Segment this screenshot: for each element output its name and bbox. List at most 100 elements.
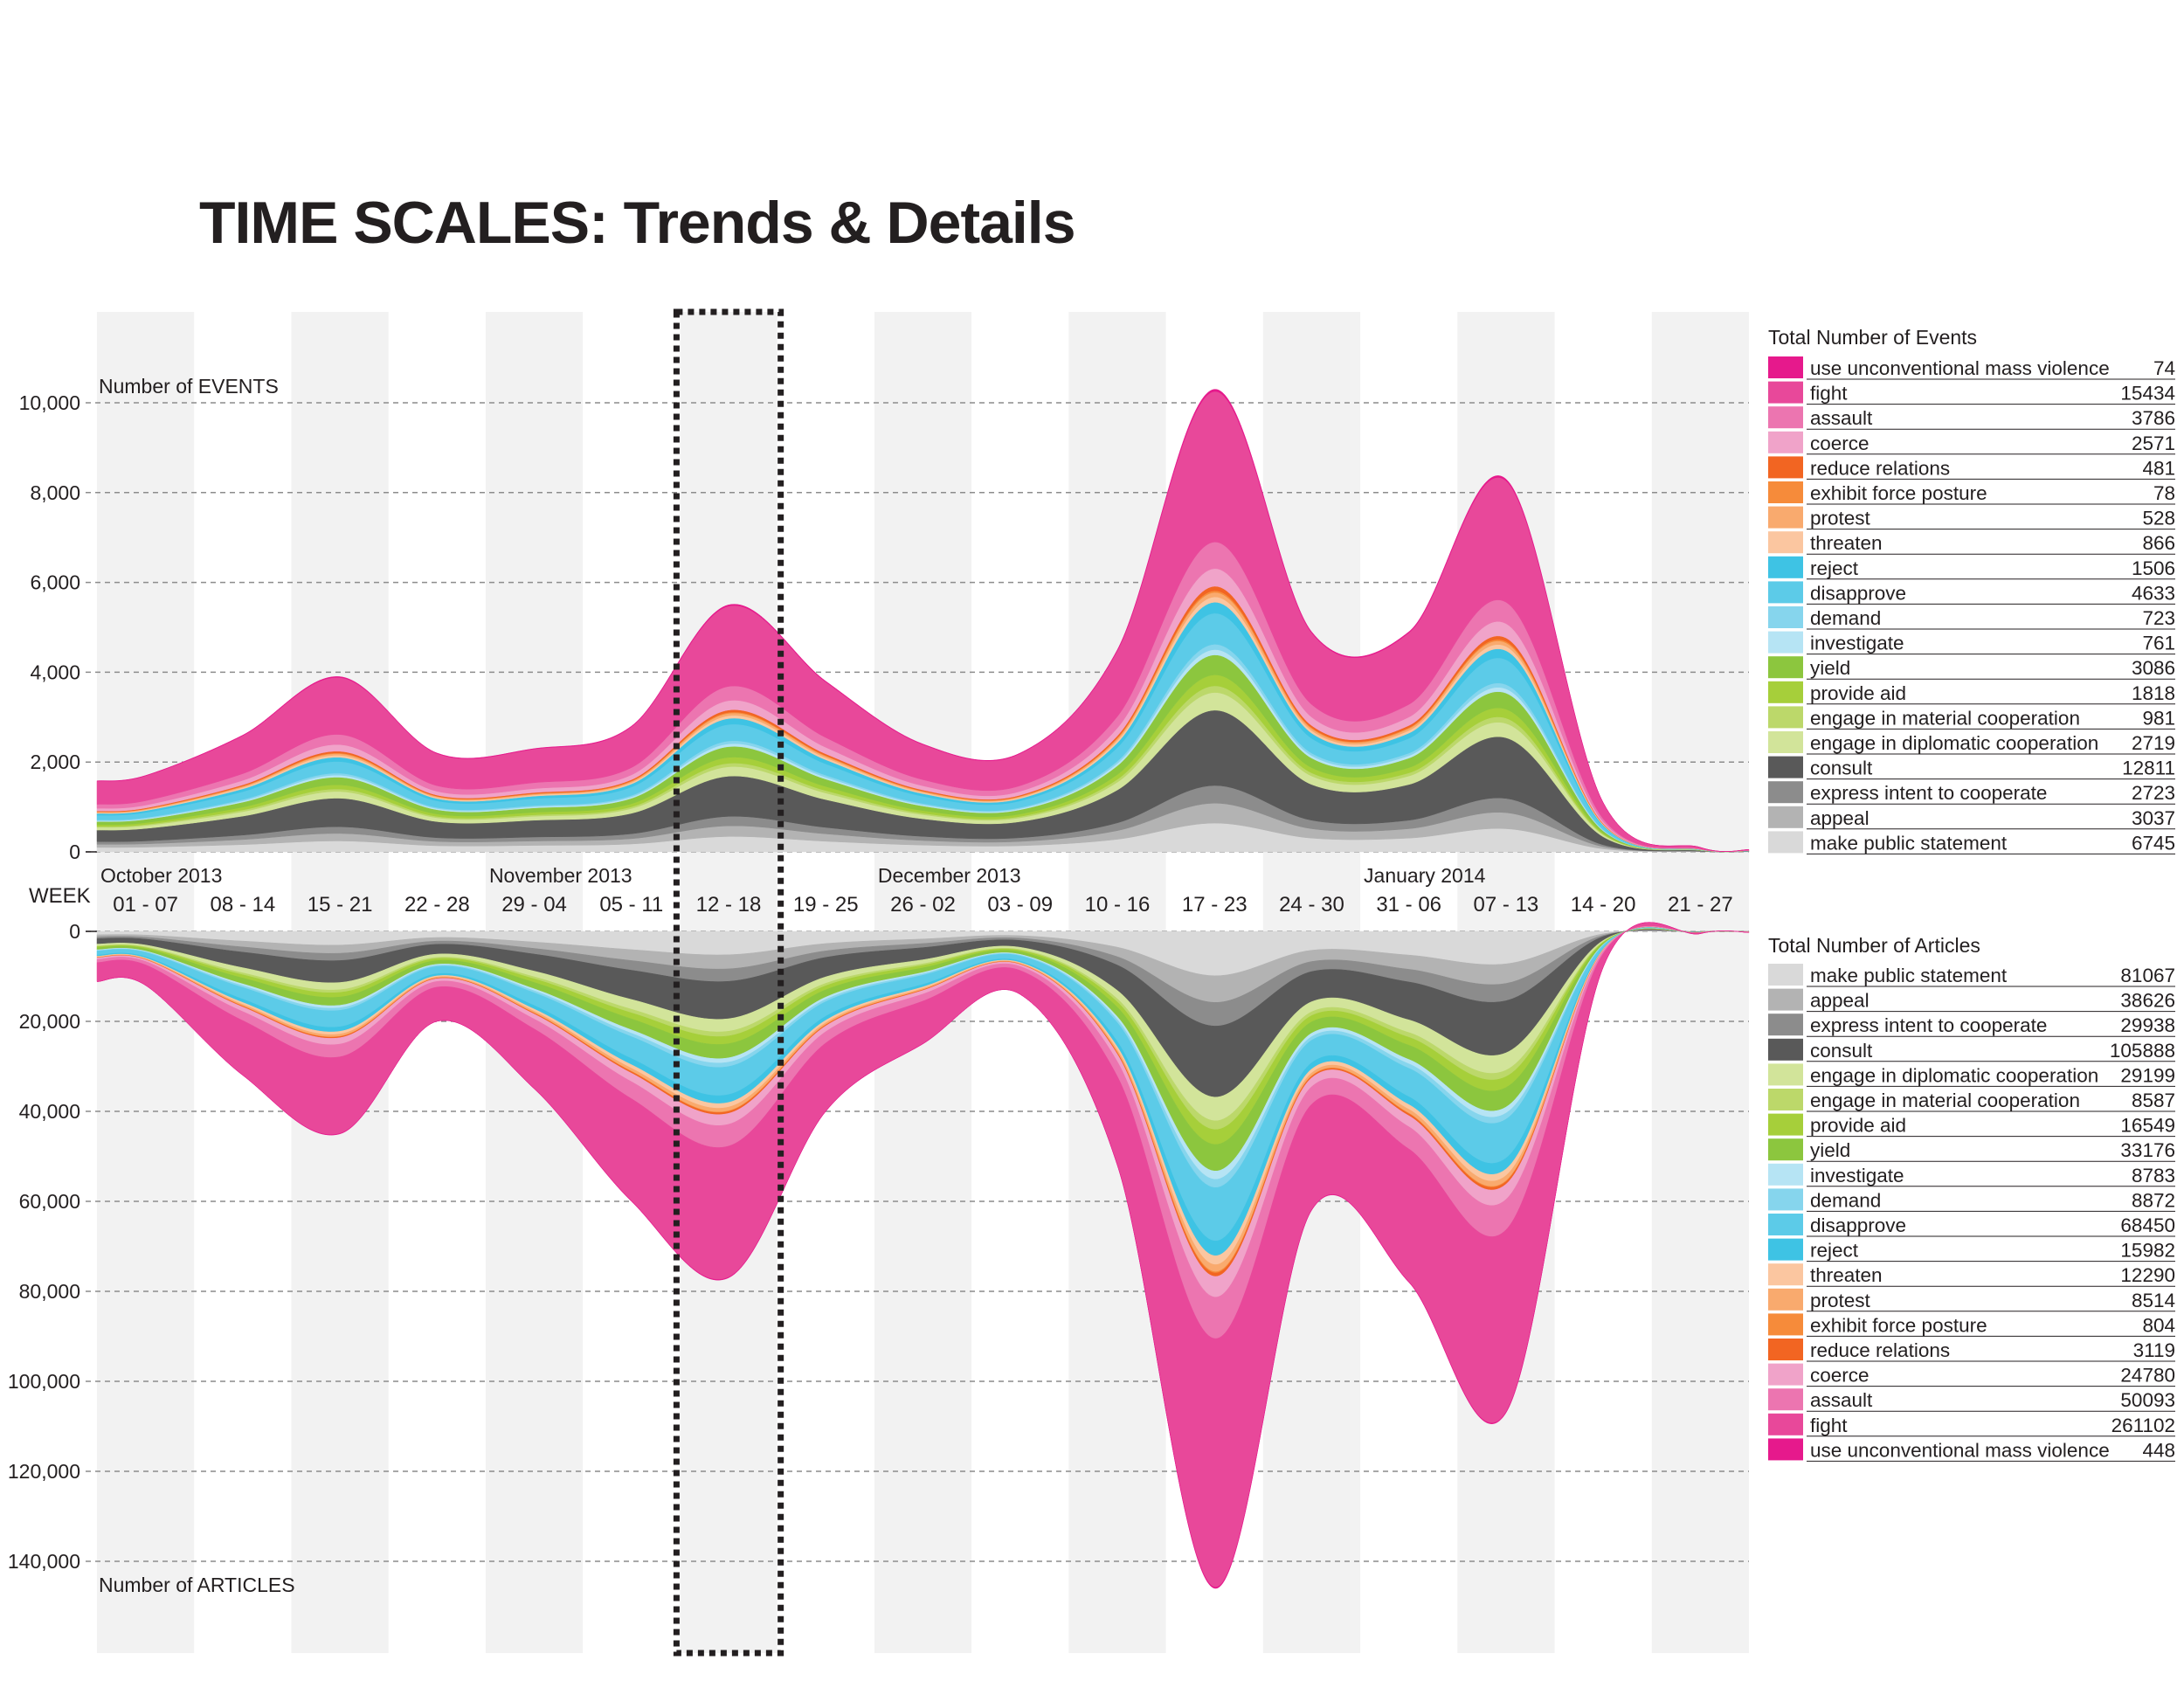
events-legend-row[interactable]: engage in material cooperation 981 bbox=[1768, 706, 2175, 730]
articles-legend-swatch bbox=[1768, 1288, 1803, 1311]
articles-legend-row[interactable]: fight 261102 bbox=[1768, 1413, 2175, 1437]
events-layer-use-unconventional-mass-violence[interactable] bbox=[96, 389, 1750, 852]
axis-labels: Number of EVENTS Number of ARTICLES WEEK… bbox=[29, 375, 1733, 1596]
legend-articles-title: Total Number of Articles bbox=[1768, 934, 1980, 957]
articles-legend-value: 29199 bbox=[2120, 1064, 2175, 1086]
events-legend-name: appeal bbox=[1810, 807, 1870, 829]
articles-legend-value: 24780 bbox=[2120, 1365, 2175, 1387]
events-legend-row[interactable]: coerce 2571 bbox=[1768, 431, 2175, 455]
articles-legend-swatch bbox=[1768, 1089, 1803, 1110]
events-legend-value: 78 bbox=[2153, 482, 2175, 504]
week-label: 01 - 07 bbox=[113, 893, 178, 917]
articles-legend-name: assault bbox=[1810, 1389, 1873, 1411]
articles-legend-swatch bbox=[1768, 1363, 1803, 1386]
events-legend-row[interactable]: fight 15434 bbox=[1768, 381, 2175, 405]
events-legend-name: make public statement bbox=[1810, 832, 2008, 854]
events-legend-row[interactable]: appeal 3037 bbox=[1768, 806, 2175, 830]
events-legend-value: 1506 bbox=[2132, 557, 2175, 579]
events-legend-row[interactable]: exhibit force posture 78 bbox=[1768, 481, 2175, 505]
articles-legend-name: engage in material cooperation bbox=[1810, 1090, 2080, 1111]
articles-legend-swatch bbox=[1768, 1214, 1803, 1235]
events-streamgraph bbox=[96, 389, 1750, 853]
articles-legend-swatch bbox=[1768, 1163, 1803, 1186]
events-legend-row[interactable]: yield 3086 bbox=[1768, 656, 2175, 680]
week-label: 15 - 21 bbox=[308, 893, 373, 917]
events-legend-swatch bbox=[1768, 731, 1803, 753]
week-label: 22 - 28 bbox=[404, 893, 470, 917]
articles-legend-row[interactable]: engage in material cooperation 8587 bbox=[1768, 1089, 2175, 1112]
month-label: December 2013 bbox=[878, 864, 1021, 887]
articles-legend-name: provide aid bbox=[1810, 1115, 1906, 1137]
articles-legend-row[interactable]: yield 33176 bbox=[1768, 1138, 2175, 1162]
events-legend-value: 3786 bbox=[2132, 407, 2175, 429]
articles-legend-swatch bbox=[1768, 964, 1803, 986]
articles-legend-row[interactable]: reduce relations 3119 bbox=[1768, 1339, 2175, 1362]
articles-legend-row[interactable]: assault 50093 bbox=[1768, 1388, 2175, 1412]
articles-legend-swatch bbox=[1768, 988, 1803, 1011]
articles-legend-value: 8587 bbox=[2132, 1090, 2175, 1111]
events-legend-swatch bbox=[1768, 606, 1803, 628]
month-label: October 2013 bbox=[100, 864, 222, 887]
articles-legend-swatch bbox=[1768, 1339, 1803, 1360]
events-legend-row[interactable]: reduce relations 481 bbox=[1768, 456, 2175, 480]
articles-ytick-label: 140,000 bbox=[8, 1550, 80, 1573]
events-legend-row[interactable]: engage in diplomatic cooperation 2719 bbox=[1768, 731, 2175, 755]
week-label: 12 - 18 bbox=[696, 893, 762, 917]
page-title: TIME SCALES: Trends & Details bbox=[199, 190, 1075, 256]
legend-events-title: Total Number of Events bbox=[1768, 326, 1977, 349]
events-legend-row[interactable]: investigate 761 bbox=[1768, 631, 2175, 655]
articles-legend-row[interactable]: investigate 8783 bbox=[1768, 1163, 2175, 1187]
articles-legend-value: 261102 bbox=[2111, 1415, 2175, 1436]
events-legend-row[interactable]: assault 3786 bbox=[1768, 406, 2175, 430]
articles-legend-name: coerce bbox=[1810, 1365, 1870, 1387]
articles-legend-row[interactable]: express intent to cooperate 29938 bbox=[1768, 1013, 2175, 1037]
articles-legend-row[interactable]: reject 15982 bbox=[1768, 1238, 2175, 1263]
week-label: 14 - 20 bbox=[1571, 893, 1636, 917]
articles-legend-value: 8783 bbox=[2132, 1165, 2175, 1186]
events-legend-row[interactable]: use unconventional mass violence 74 bbox=[1768, 356, 2175, 380]
week-label: 17 - 23 bbox=[1182, 893, 1248, 917]
events-legend-row[interactable]: disapprove 4633 bbox=[1768, 581, 2175, 605]
articles-legend-name: demand bbox=[1810, 1189, 1881, 1211]
events-legend-row[interactable]: provide aid 1818 bbox=[1768, 681, 2175, 705]
events-legend-value: 2719 bbox=[2132, 732, 2175, 754]
articles-legend-swatch bbox=[1768, 1313, 1803, 1336]
events-legend-row[interactable]: consult 12811 bbox=[1768, 756, 2175, 780]
week-label: 07 - 13 bbox=[1474, 893, 1539, 917]
articles-legend-value: 3119 bbox=[2133, 1339, 2175, 1361]
articles-legend-row[interactable]: exhibit force posture 804 bbox=[1768, 1313, 2175, 1337]
events-legend-row[interactable]: express intent to cooperate 2723 bbox=[1768, 781, 2175, 805]
articles-legend-row[interactable]: make public statement 81067 bbox=[1768, 964, 2175, 987]
events-legend-row[interactable]: protest 528 bbox=[1768, 506, 2175, 530]
articles-legend-row[interactable]: consult 105888 bbox=[1768, 1038, 2175, 1062]
events-legend-value: 866 bbox=[2142, 532, 2175, 554]
articles-legend-row[interactable]: protest 8514 bbox=[1768, 1288, 2175, 1312]
articles-legend-row[interactable]: disapprove 68450 bbox=[1768, 1214, 2175, 1237]
articles-legend-value: 38626 bbox=[2120, 990, 2175, 1012]
events-legend-swatch bbox=[1768, 506, 1803, 529]
events-legend-row[interactable]: demand 723 bbox=[1768, 606, 2175, 630]
week-label: 31 - 06 bbox=[1376, 893, 1441, 917]
events-legend-row[interactable]: threaten 866 bbox=[1768, 531, 2175, 555]
legend-events: Total Number of Events use unconventiona… bbox=[1768, 326, 2175, 854]
highlight-week-box[interactable] bbox=[673, 308, 784, 1657]
events-ytick-label: 0 bbox=[69, 841, 80, 863]
articles-legend-name: disapprove bbox=[1810, 1214, 1906, 1236]
articles-legend-row[interactable]: appeal 38626 bbox=[1768, 988, 2175, 1013]
articles-legend-row[interactable]: use unconventional mass violence 448 bbox=[1768, 1438, 2175, 1462]
articles-legend-row[interactable]: coerce 24780 bbox=[1768, 1363, 2175, 1387]
events-legend-row[interactable]: make public statement 6745 bbox=[1768, 831, 2175, 854]
articles-legend-swatch bbox=[1768, 1413, 1803, 1435]
articles-legend-row[interactable]: demand 8872 bbox=[1768, 1188, 2175, 1212]
articles-legend-row[interactable]: threaten 12290 bbox=[1768, 1263, 2175, 1287]
articles-legend-row[interactable]: engage in diplomatic cooperation 29199 bbox=[1768, 1063, 2175, 1087]
events-legend-value: 723 bbox=[2142, 607, 2175, 629]
articles-legend-row[interactable]: provide aid 16549 bbox=[1768, 1113, 2175, 1138]
articles-ytick-label: 120,000 bbox=[8, 1460, 80, 1483]
events-legend-name: exhibit force posture bbox=[1810, 482, 1987, 504]
events-legend-row[interactable]: reject 1506 bbox=[1768, 556, 2175, 580]
articles-legend-swatch bbox=[1768, 1263, 1803, 1286]
articles-legend-value: 12290 bbox=[2120, 1264, 2175, 1286]
events-legend-value: 981 bbox=[2142, 707, 2175, 729]
events-ytick-label: 2,000 bbox=[30, 751, 80, 773]
